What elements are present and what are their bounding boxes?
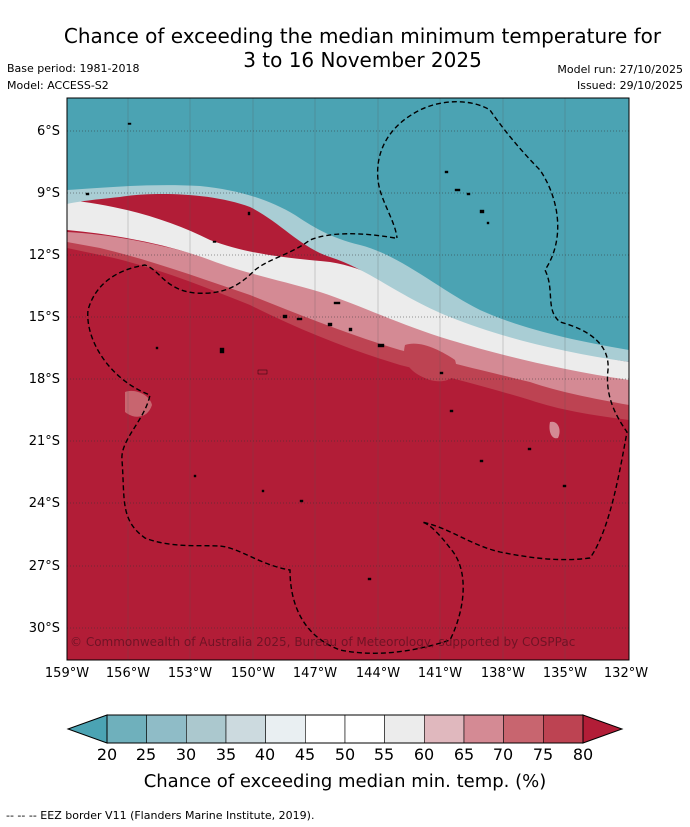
- map-title-line2: 3 to 16 November 2025: [243, 48, 482, 72]
- lon-label-153w: 153°W: [167, 666, 213, 681]
- colorbar-tick-45: 45: [294, 745, 316, 764]
- colorbar-tick-35: 35: [215, 745, 237, 764]
- lat-label-27s: 27°S: [28, 559, 60, 574]
- colorbar-low-arrow: [66, 714, 108, 744]
- colorbar-segment: [344, 714, 385, 744]
- lon-label-150w: 150°W: [230, 666, 276, 681]
- lat-label-9s: 9°S: [36, 186, 60, 201]
- lon-label-156w: 156°W: [105, 666, 151, 681]
- colorbar-tick-55: 55: [373, 745, 395, 764]
- lat-label-6s: 6°S: [36, 124, 60, 139]
- model-name: Model: ACCESS-S2: [7, 79, 109, 92]
- lat-label-18s: 18°S: [28, 372, 60, 387]
- lat-label-30s: 30°S: [28, 621, 60, 636]
- colorbar-segment: [265, 714, 306, 744]
- colorbar-segment: [146, 714, 187, 744]
- colorbar-tick-80: 80: [572, 745, 594, 764]
- colorbar-tick-25: 25: [135, 745, 157, 764]
- map-title-line1: Chance of exceeding the median minimum t…: [63, 24, 662, 48]
- copyright-notice: © Commonwealth of Australia 2025, Bureau…: [70, 635, 576, 649]
- colorbar-label: Chance of exceeding median min. temp. (%…: [143, 771, 547, 792]
- colorbar-tick-20: 20: [96, 745, 118, 764]
- eez-legend-note: -- -- -- EEZ border V11 (Flanders Marine…: [6, 809, 315, 822]
- colorbar-segment: [186, 714, 227, 744]
- lat-label-15s: 15°S: [28, 310, 60, 325]
- colorbar-segment: [463, 714, 504, 744]
- base-period: Base period: 1981-2018: [7, 62, 140, 75]
- lon-label-135w: 135°W: [542, 666, 588, 681]
- lon-label-147w: 147°W: [292, 666, 338, 681]
- colorbar-segment: [106, 714, 147, 744]
- lon-label-159w: 159°W: [44, 666, 90, 681]
- colorbar: [66, 714, 624, 744]
- model-run: Model run: 27/10/2025: [557, 63, 683, 76]
- colorbar-tick-30: 30: [175, 745, 197, 764]
- lon-label-138w: 138°W: [480, 666, 526, 681]
- colorbar-high-arrow: [582, 714, 624, 744]
- lon-label-132w: 132°W: [603, 666, 649, 681]
- colorbar-segment: [503, 714, 544, 744]
- colorbar-tick-65: 65: [453, 745, 475, 764]
- lon-label-141w: 141°W: [417, 666, 463, 681]
- colorbar-tick-40: 40: [254, 745, 276, 764]
- colorbar-tick-70: 70: [492, 745, 514, 764]
- colorbar-tick-50: 50: [334, 745, 356, 764]
- lat-label-21s: 21°S: [28, 434, 60, 449]
- colorbar-tick-60: 60: [413, 745, 435, 764]
- lat-label-24s: 24°S: [28, 496, 60, 511]
- colorbar-segment: [384, 714, 425, 744]
- colorbar-tick-75: 75: [532, 745, 554, 764]
- issued-date: Issued: 29/10/2025: [576, 79, 683, 92]
- lon-label-144w: 144°W: [355, 666, 401, 681]
- forecast-map: [66, 97, 630, 661]
- lat-label-12s: 12°S: [28, 248, 60, 263]
- colorbar-segment: [225, 714, 266, 744]
- colorbar-segment: [424, 714, 465, 744]
- colorbar-segment: [305, 714, 346, 744]
- colorbar-segment: [543, 714, 584, 744]
